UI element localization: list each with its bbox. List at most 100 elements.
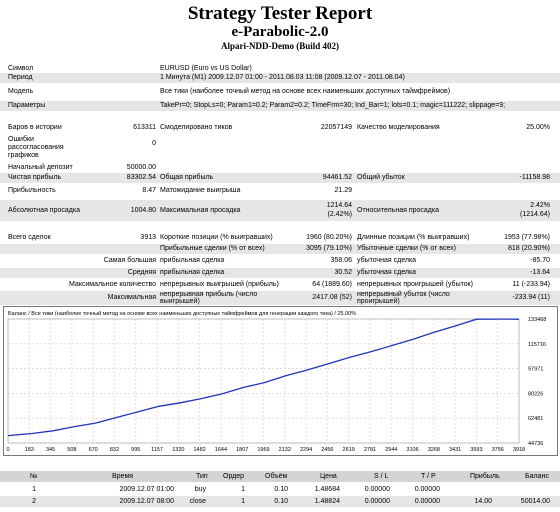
maximal-label: Максимальная	[107, 294, 156, 301]
chart-title: Баланс / Все тики (наиболее точный метод…	[8, 310, 356, 317]
x-tick-label: 508	[67, 447, 76, 453]
cell-type: buy	[194, 486, 206, 493]
net-value: 83302.54	[126, 174, 156, 181]
average-loss-value: -13.64	[530, 269, 550, 276]
max-wins-value: 64 (1889.60)	[312, 281, 352, 288]
gross-profit-label: Общая прибыль	[160, 174, 214, 181]
quality-label: Качество моделирования	[357, 124, 440, 131]
payoff-value: 21.29	[334, 187, 352, 194]
cell-order: 1	[241, 486, 245, 493]
x-tick-label: 183	[25, 447, 34, 453]
maximal-loss-label: непрерывный убыток (число проигрышей)	[357, 291, 450, 305]
y-tick-label: 133468	[528, 317, 546, 323]
average-profit-label: прибыльная сделка	[160, 269, 225, 276]
bars-value: 613311	[133, 124, 156, 131]
deposit-label: Начальный депозит	[8, 164, 73, 171]
x-tick-label: 995	[131, 447, 140, 453]
info-label: Символ	[8, 65, 34, 72]
y-tick-label: 115716	[528, 342, 546, 348]
x-tick-label: 1320	[172, 447, 184, 453]
short-label: Короткие позиции (% выигравших)	[160, 234, 273, 241]
largest-loss-label: убыточная сделка	[357, 257, 417, 264]
y-tick-label: 44736	[528, 441, 543, 447]
ticks-value: 22057149	[320, 124, 352, 131]
x-tick-label: 3756	[492, 447, 504, 453]
cell-profit: 14.00	[474, 498, 492, 505]
errors-value: 0	[152, 140, 156, 147]
x-tick-label: 2456	[321, 447, 333, 453]
max-dd-value: 1214.64	[326, 202, 352, 209]
profit-trades-label: Прибыльные сделки (% от всех)	[160, 245, 265, 252]
trades-table-header: № Время Тип Ордер Объём Цена S / L T / P…	[0, 471, 560, 482]
x-tick-label: 3593	[470, 447, 482, 453]
x-tick-label: 670	[89, 447, 98, 453]
x-tick-label: 1482	[194, 447, 206, 453]
x-tick-label: 2294	[300, 447, 312, 453]
x-tick-label: 1157	[151, 447, 163, 453]
max-losses-label: непрерывных проигрышей (убыток)	[357, 281, 474, 288]
report-title: Strategy Tester Report	[187, 3, 373, 24]
col-price: Цена	[320, 473, 337, 480]
max-wins-label: непрерывных выигрышей (прибыль)	[160, 281, 279, 288]
col-time: Время	[112, 473, 134, 480]
average-label: Средняя	[127, 269, 156, 276]
cell-tp: 0.00000	[414, 486, 440, 493]
x-tick-label: 2132	[279, 447, 291, 453]
y-tick-label: 97971	[528, 367, 543, 373]
x-tick-label: 3918	[513, 447, 525, 453]
rel-dd-label: Относительная просадка	[357, 207, 439, 214]
abs-dd-label: Абсолютная просадка	[8, 207, 80, 214]
server-name: Alpari-NDD-Demo (Build 402)	[221, 41, 339, 51]
rel-dd-value: 2.42%	[530, 202, 550, 209]
gross-profit-value: 94461.52	[322, 174, 352, 181]
short-value: 1960 (80.20%)	[306, 234, 352, 241]
info-label: Модель	[8, 88, 34, 95]
cell-sl: 0.00000	[364, 498, 390, 505]
y-tick-label: 80226	[528, 391, 543, 397]
cell-type: close	[189, 498, 206, 505]
long-value: 1953 (77.98%)	[504, 234, 550, 241]
info-value: TakePr=0; StopLs=0; Param1=0.2; Param2=0…	[160, 102, 506, 109]
cell-sl: 0.00000	[364, 486, 390, 493]
largest-loss-value: -85.70	[530, 257, 550, 264]
cell-tp: 0.00000	[414, 498, 440, 505]
gross-loss-label: Общий убыток	[357, 174, 405, 181]
payoff-label: Матожидание выигрыша	[160, 187, 241, 194]
x-tick-label: 3431	[449, 447, 461, 453]
net-label: Чистая прибыль	[8, 174, 62, 181]
max-dd-label: Максимальная просадка	[160, 207, 241, 214]
deposit-value: 50000.00	[126, 164, 156, 171]
info-label: Параметры	[8, 102, 46, 109]
x-tick-label: 832	[110, 447, 119, 453]
largest-profit-label: прибыльная сделка	[160, 257, 225, 264]
x-tick-label: 3268	[428, 447, 440, 453]
cell-balance: 50014.00	[520, 498, 550, 505]
cell-time: 2009.12.07 08:00	[119, 498, 175, 505]
x-tick-label: 1644	[215, 447, 227, 453]
balance-chart: Баланс / Все тики (наиболее точный метод…	[3, 306, 558, 456]
x-tick-label: 345	[46, 447, 55, 453]
loss-trades-label: Убыточные сделки (% от всех)	[357, 245, 456, 252]
cell-order: 1	[241, 498, 245, 505]
info-value: EURUSD (Euro vs US Dollar)	[160, 65, 252, 72]
col-num: №	[30, 473, 38, 480]
maximal-profit-value: 2417.08 (52)	[312, 294, 352, 301]
x-tick-label: 2944	[385, 447, 397, 453]
col-volume: Объём	[265, 473, 288, 480]
expert-name: e-Parabolic-2.0	[231, 24, 329, 40]
bars-label: Баров в истории	[8, 124, 62, 131]
cell-price: 1.48824	[314, 498, 340, 505]
max-count-label: Максимальное количество	[68, 281, 156, 288]
x-tick-label: 1969	[257, 447, 269, 453]
table-row: 2 2009.12.07 08:00 close 1 0.10 1.48824 …	[0, 496, 560, 507]
x-tick-label: 2619	[343, 447, 355, 453]
ticks-label: Смоделировано тиков	[160, 124, 233, 131]
max-dd-pct: (2.42%)	[327, 211, 352, 218]
col-type: Тип	[196, 473, 208, 480]
errors-label: Ошибки рассогласования графиков	[8, 136, 64, 159]
trades-value: 3913	[140, 234, 156, 241]
cell-time: 2009.12.07 01:00	[119, 486, 175, 493]
x-tick-label: 0	[6, 447, 9, 453]
col-profit: Прибыль	[470, 473, 500, 480]
cell-volume: 0.10	[274, 486, 288, 493]
